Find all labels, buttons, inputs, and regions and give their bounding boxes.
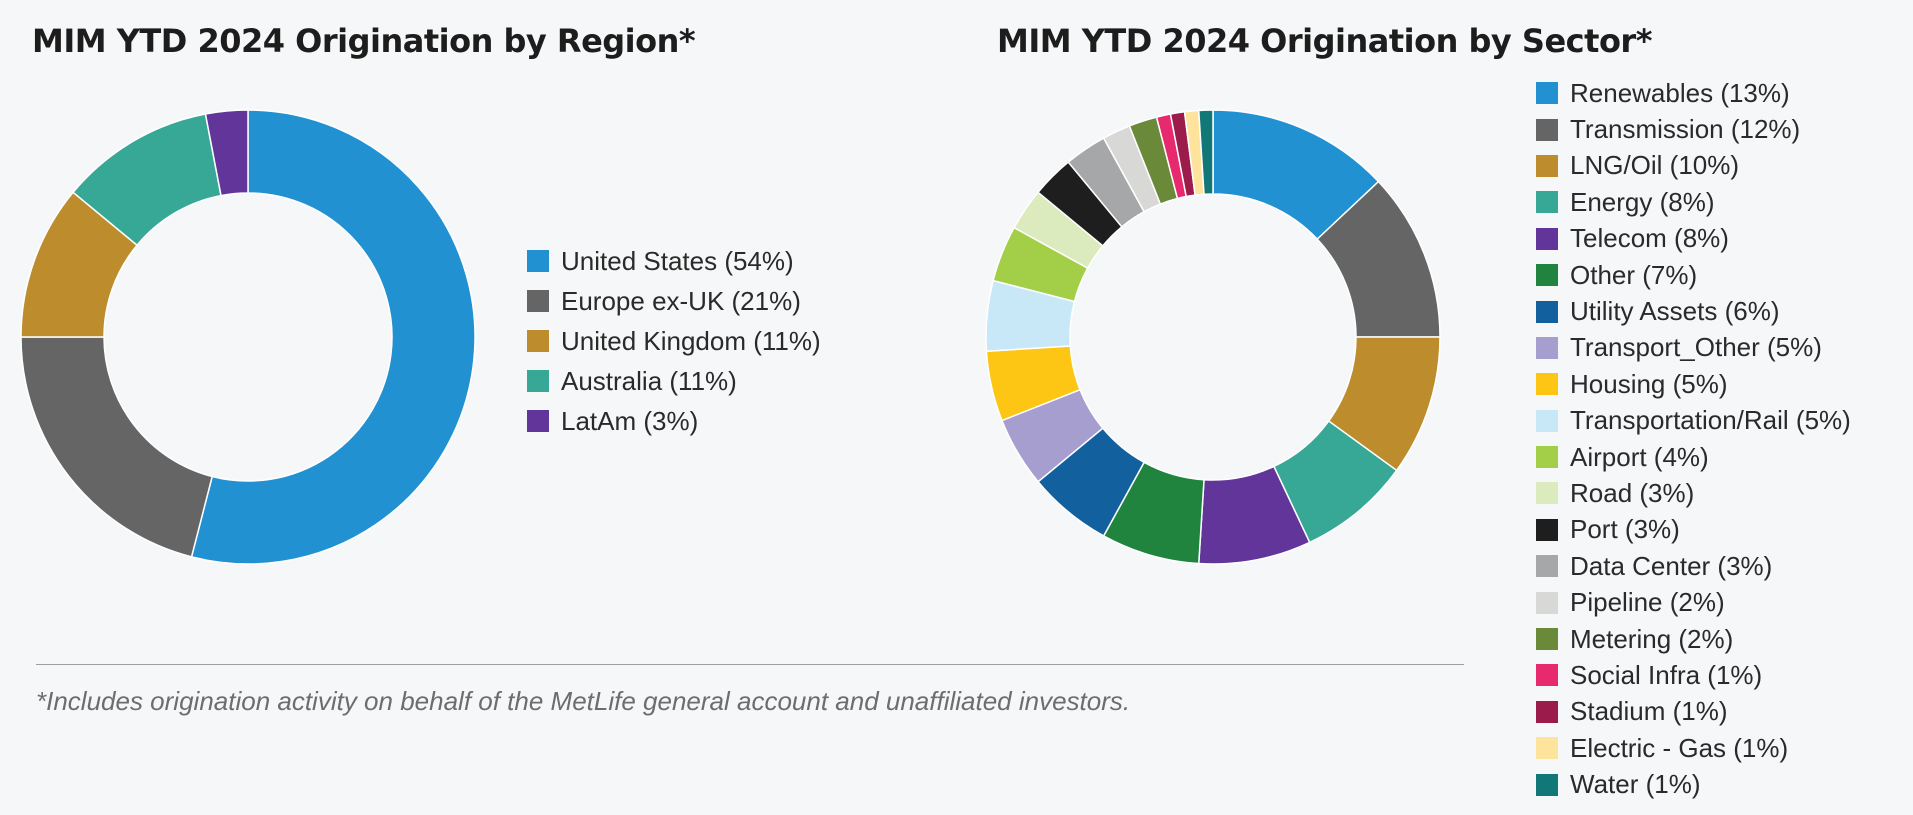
sector-legend-swatch (1536, 773, 1558, 796)
sector-legend-item-electric-gas: Electric - Gas (1%) (1536, 730, 1851, 766)
sector-legend-item-social-infra: Social Infra (1%) (1536, 657, 1851, 693)
region-donut-chart (20, 109, 476, 565)
sector-legend-label: Metering (2%) (1570, 623, 1734, 654)
sector-legend-swatch (1536, 664, 1558, 687)
sector-legend-swatch (1536, 118, 1558, 141)
region-legend-swatch (527, 370, 549, 392)
region-legend-swatch (527, 250, 549, 272)
region-legend-label: United States (54%) (561, 245, 794, 276)
sector-legend-item-utility-assets: Utility Assets (6%) (1536, 293, 1851, 329)
sector-legend-label: Energy (8%) (1570, 186, 1715, 217)
sector-legend-item-renewables: Renewables (13%) (1536, 75, 1851, 111)
sector-legend-item-pipeline: Pipeline (2%) (1536, 584, 1851, 620)
sector-legend-swatch (1536, 154, 1558, 177)
sector-legend-item-telecom: Telecom (8%) (1536, 221, 1851, 257)
sector-legend-item-housing: Housing (5%) (1536, 366, 1851, 402)
sector-legend-item-stadium: Stadium (1%) (1536, 694, 1851, 730)
sector-legend-swatch (1536, 591, 1558, 614)
region-chart-title: MIM YTD 2024 Origination by Region* (32, 22, 696, 60)
region-legend-item-latam: LatAm (3%) (527, 401, 821, 441)
sector-chart-title: MIM YTD 2024 Origination by Sector* (997, 22, 1652, 60)
sector-legend-item-port: Port (3%) (1536, 512, 1851, 548)
sector-legend-swatch (1536, 336, 1558, 359)
sector-legend-item-water: Water (1%) (1536, 766, 1851, 802)
sector-legend-label: Stadium (1%) (1570, 696, 1728, 727)
sector-legend-item-transport-other: Transport_Other (5%) (1536, 330, 1851, 366)
sector-legend-label: Transportation/Rail (5%) (1570, 405, 1851, 436)
sector-legend-label: Electric - Gas (1%) (1570, 732, 1789, 763)
region-slice-latam (204, 109, 249, 197)
sector-legend-label: LNG/Oil (10%) (1570, 150, 1740, 181)
region-legend-label: Australia (11%) (561, 365, 737, 396)
region-legend-item-united-kingdom: United Kingdom (11%) (527, 321, 821, 361)
sector-legend-swatch (1536, 737, 1558, 760)
sector-legend-item-airport: Airport (4%) (1536, 439, 1851, 475)
sector-legend-swatch (1536, 700, 1558, 723)
sector-legend-item-other: Other (7%) (1536, 257, 1851, 293)
sector-legend-swatch (1536, 227, 1558, 250)
footnote: *Includes origination activity on behalf… (36, 686, 1131, 716)
sector-legend-swatch (1536, 446, 1558, 469)
sector-legend-swatch (1536, 373, 1558, 396)
region-legend-label: LatAm (3%) (561, 405, 699, 436)
sector-legend-swatch (1536, 264, 1558, 287)
sector-legend-label: Social Infra (1%) (1570, 659, 1763, 690)
sector-legend-swatch (1536, 191, 1558, 214)
sector-legend-swatch (1536, 482, 1558, 505)
sector-legend-label: Transport_Other (5%) (1570, 332, 1822, 363)
sector-legend-item-energy: Energy (8%) (1536, 184, 1851, 220)
sector-legend-label: Other (7%) (1570, 259, 1698, 290)
region-legend-swatch (527, 330, 549, 352)
sector-legend-item-data-center: Data Center (3%) (1536, 548, 1851, 584)
footnote-divider (36, 664, 1464, 665)
sector-legend-label: Port (3%) (1570, 514, 1680, 545)
sector-legend-swatch (1536, 82, 1558, 105)
sector-legend-label: Airport (4%) (1570, 441, 1709, 472)
region-legend-label: United Kingdom (11%) (561, 325, 821, 356)
sector-legend-item-transportation-rail: Transportation/Rail (5%) (1536, 403, 1851, 439)
sector-donut-chart (985, 109, 1441, 565)
sector-legend-label: Utility Assets (6%) (1570, 296, 1780, 327)
sector-legend-label: Data Center (3%) (1570, 550, 1773, 581)
sector-legend-item-metering: Metering (2%) (1536, 621, 1851, 657)
sector-legend-swatch (1536, 409, 1558, 432)
sector-legend-label: Water (1%) (1570, 769, 1701, 800)
region-slice-united-states (190, 109, 476, 565)
region-slice-europe-ex-uk (20, 336, 214, 558)
sector-legend-swatch (1536, 555, 1558, 578)
sector-legend-swatch (1536, 628, 1558, 651)
region-legend: United States (54%) Europe ex-UK (21%) Uni… (527, 241, 821, 441)
sector-legend-item-road: Road (3%) (1536, 475, 1851, 511)
region-legend-item-australia: Australia (11%) (527, 361, 821, 401)
region-legend-label: Europe ex-UK (21%) (561, 285, 801, 316)
sector-legend-label: Transmission (12%) (1570, 114, 1801, 145)
sector-legend-swatch (1536, 300, 1558, 323)
sector-legend-label: Pipeline (2%) (1570, 587, 1725, 618)
sector-legend-label: Road (3%) (1570, 477, 1695, 508)
region-legend-item-united-states: United States (54%) (527, 241, 821, 281)
sector-legend-item-lng-oil: LNG/Oil (10%) (1536, 148, 1851, 184)
sector-slice-water (1197, 109, 1214, 196)
region-legend-swatch (527, 290, 549, 312)
region-legend-item-europe-ex-uk: Europe ex-UK (21%) (527, 281, 821, 321)
sector-legend-label: Housing (5%) (1570, 368, 1728, 399)
sector-legend-swatch (1536, 518, 1558, 541)
sector-legend-label: Renewables (13%) (1570, 77, 1790, 108)
sector-legend: Renewables (13%) Transmission (12%) LNG/Oi… (1536, 75, 1851, 803)
sector-legend-label: Telecom (8%) (1570, 223, 1729, 254)
region-legend-swatch (527, 410, 549, 432)
sector-legend-item-transmission: Transmission (12%) (1536, 111, 1851, 147)
